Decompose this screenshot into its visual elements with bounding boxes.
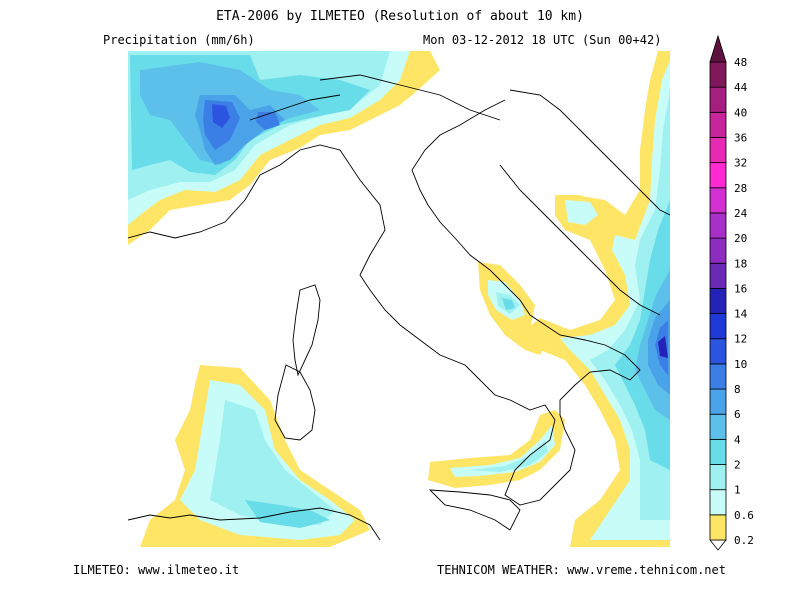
- colorbar-tick-label: 32: [734, 157, 747, 170]
- precip-area-central: [478, 262, 545, 355]
- colorbar-tick-label: 10: [734, 358, 747, 371]
- colorbar-swatch: [709, 137, 727, 164]
- precip-area-southwest: [140, 365, 370, 547]
- colorbar-swatch: [709, 262, 727, 289]
- colorbar-tick-label: 0.2: [734, 534, 754, 547]
- colorbar-swatch: [709, 162, 727, 189]
- colorbar-swatch: [709, 464, 727, 491]
- chart-title: ETA-2006 by ILMETEO (Resolution of about…: [216, 9, 584, 24]
- colorbar-top-arrow: [709, 34, 727, 63]
- colorbar-swatch: [709, 438, 727, 465]
- colorbar-tick-label: 24: [734, 207, 748, 220]
- colorbar-tick-label: 2: [734, 459, 741, 472]
- colorbar-swatch: [709, 86, 727, 113]
- colorbar-swatch: [709, 212, 727, 239]
- footer-left-credit: ILMETEO: www.ilmeteo.it: [73, 563, 240, 577]
- colorbar-swatch: [709, 338, 727, 365]
- colorbar-swatch: [709, 313, 727, 340]
- colorbar-swatch: [709, 288, 727, 314]
- precip-area-alps: [128, 51, 440, 245]
- colorbar-tick-label: 4: [734, 433, 741, 446]
- colorbar-swatch: [709, 489, 727, 516]
- variable-label: Precipitation (mm/6h): [103, 33, 255, 47]
- colorbar-swatch: [709, 187, 727, 214]
- coastlines: [128, 74, 670, 541]
- colorbar-tick-label: 0.6: [734, 509, 754, 522]
- colorbar-tick-label: 8: [734, 383, 741, 396]
- colorbar-tick-label: 16: [734, 282, 747, 295]
- colorbar-tick-label: 36: [734, 131, 747, 144]
- precipitation-map: [128, 51, 670, 547]
- colorbar-tick-label: 20: [734, 232, 747, 245]
- colorbar-tick-label: 1: [734, 484, 741, 497]
- colorbar-swatch: [709, 388, 727, 415]
- colorbar-swatch: [709, 111, 727, 138]
- precip-area-east: [525, 51, 670, 547]
- colorbar-tick-label: 12: [734, 333, 747, 346]
- colorbar-swatch: [709, 61, 727, 88]
- colorbar-swatch: [709, 413, 727, 440]
- precip-area-south: [428, 410, 565, 488]
- colorbar-bottom-arrow: [709, 539, 727, 551]
- colorbar-tick-label: 18: [734, 257, 747, 270]
- colorbar-tick-label: 44: [734, 81, 748, 94]
- valid-time-label: Mon 03-12-2012 18 UTC (Sun 00+42): [423, 33, 662, 47]
- colorbar-tick-label: 6: [734, 408, 741, 421]
- colorbar-tick-label: 14: [734, 308, 748, 321]
- colorbar-tick-label: 28: [734, 182, 747, 195]
- colorbar-swatch: [709, 237, 727, 264]
- footer-right-credit: TEHNICOM WEATHER: www.vreme.tehnicom.net: [437, 563, 726, 577]
- colorbar-swatch: [709, 514, 727, 541]
- colorbar-tick-label: 48: [734, 56, 747, 69]
- colorbar-swatch: [709, 363, 727, 390]
- colorbar-tick-label: 40: [734, 106, 747, 119]
